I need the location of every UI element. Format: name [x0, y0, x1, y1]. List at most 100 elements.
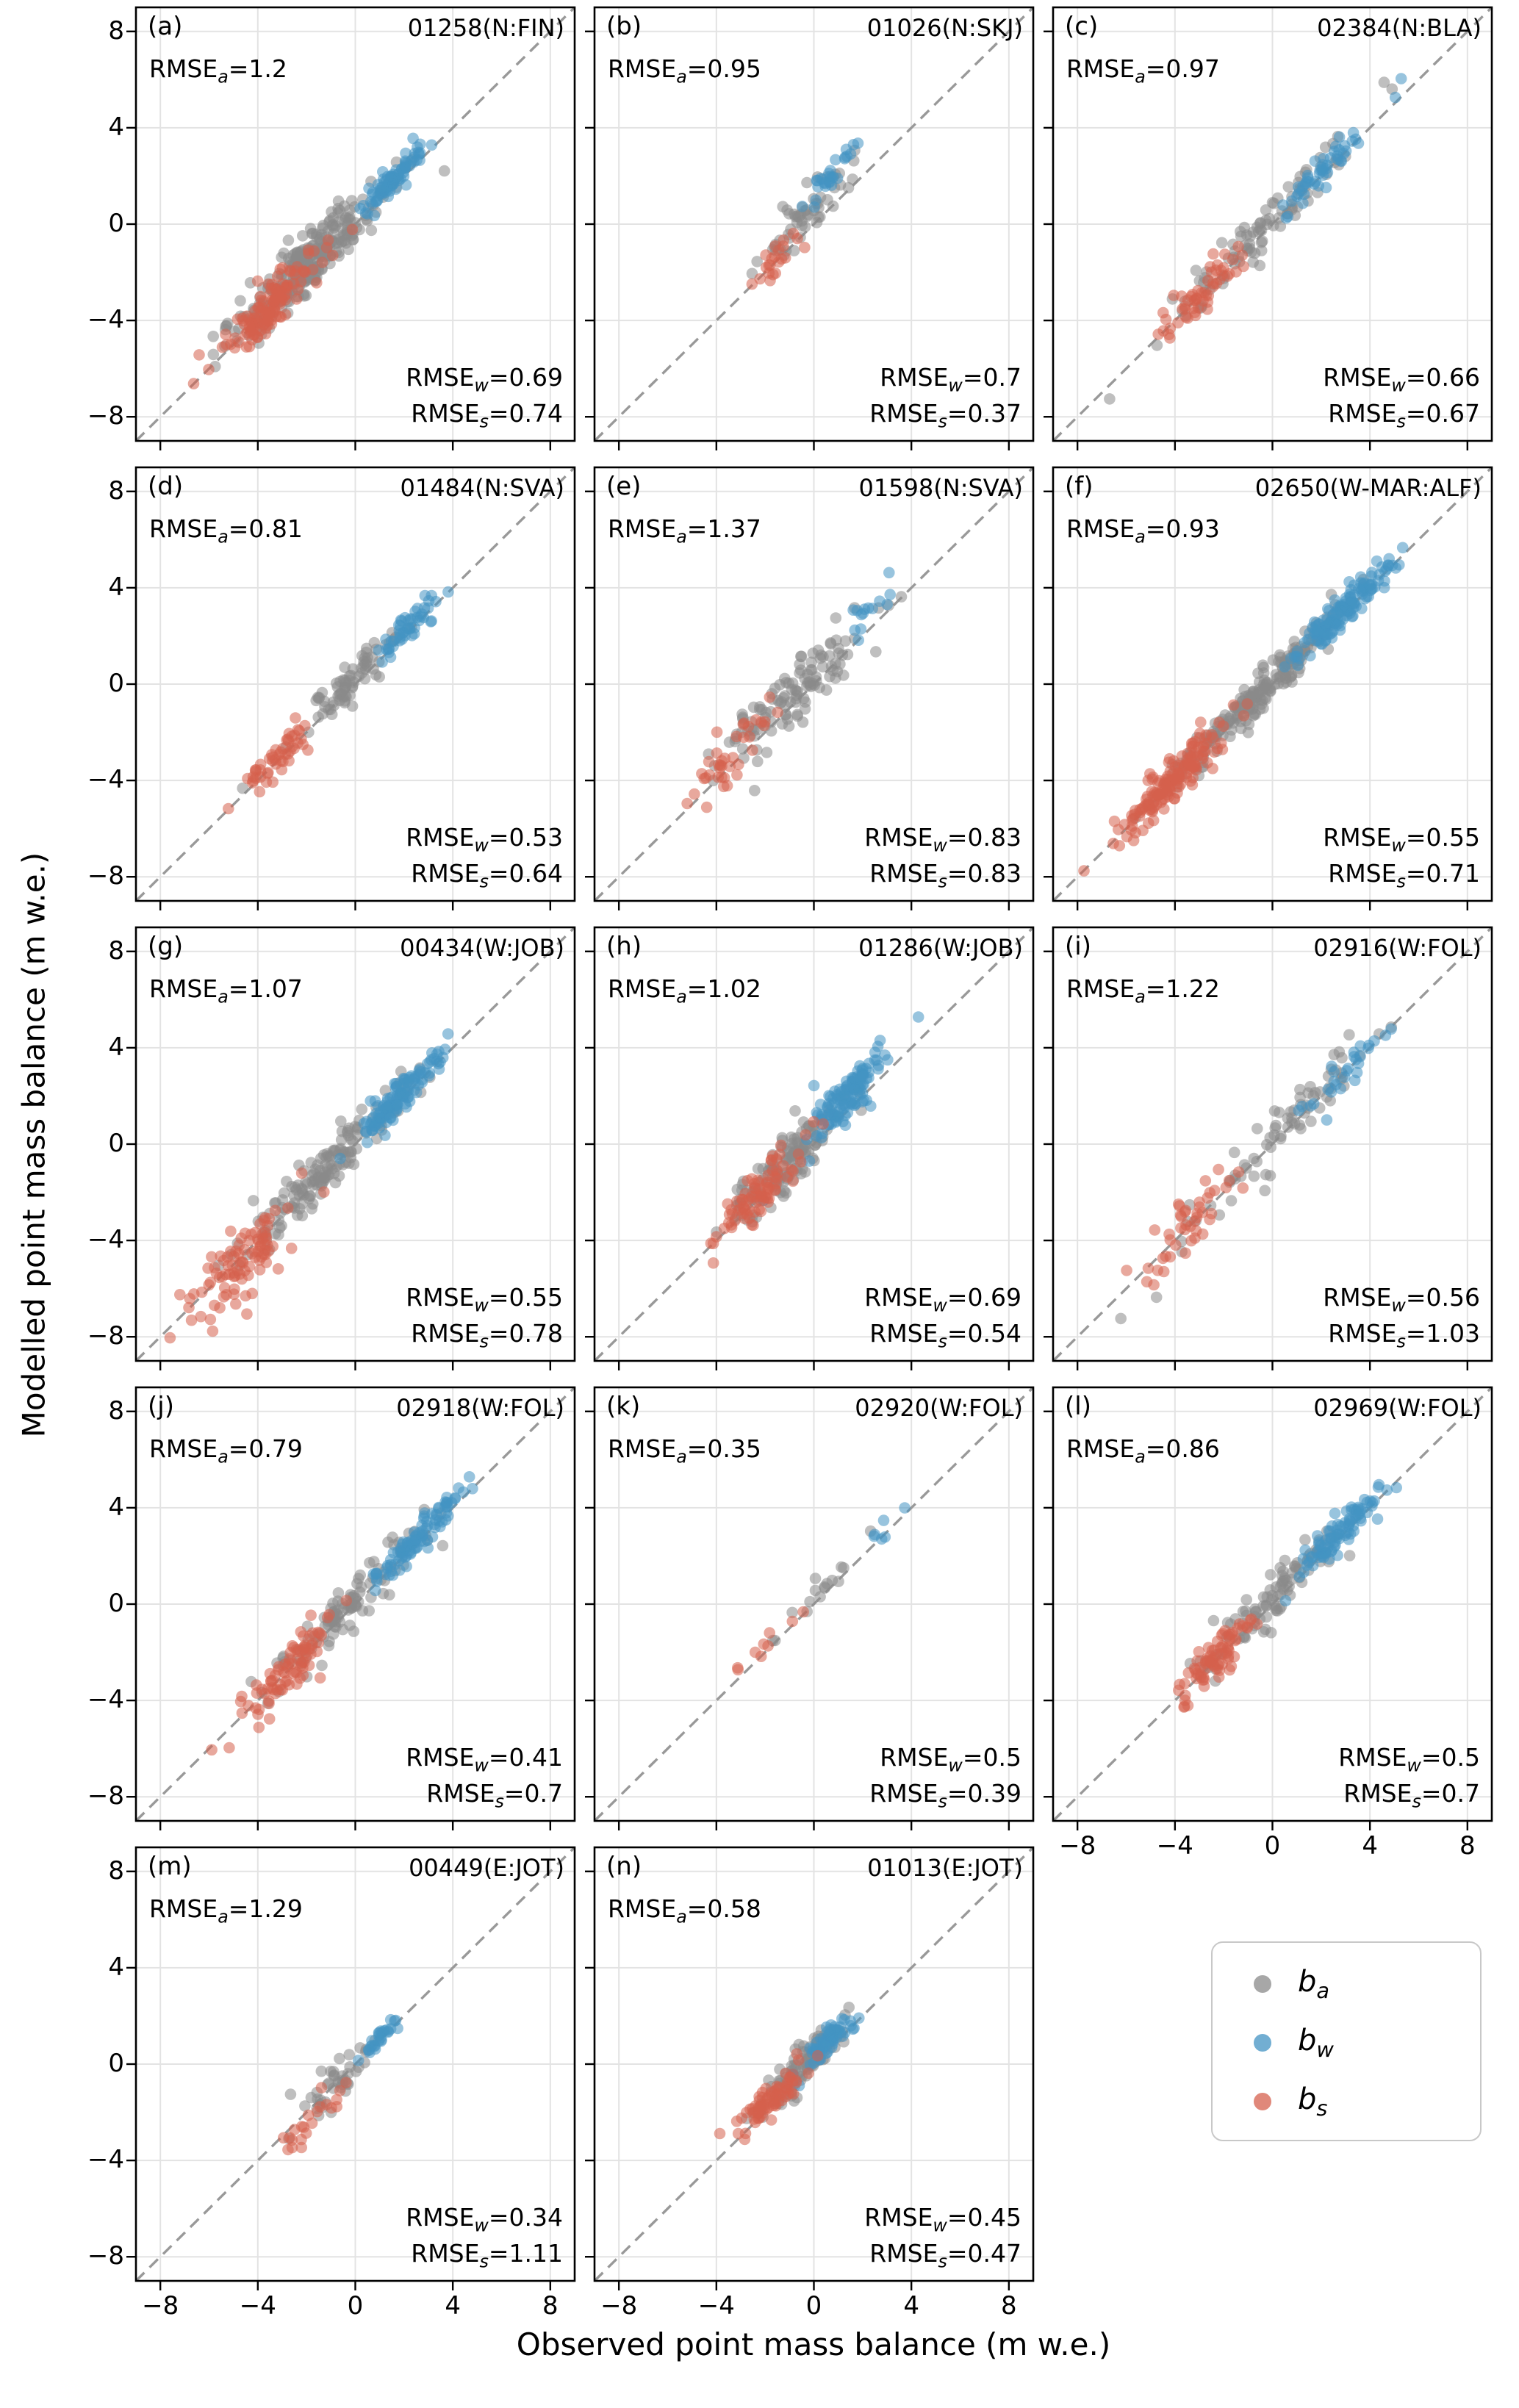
- rmse-winter: RMSEw=0.55: [406, 1283, 563, 1316]
- panel-title: 02969(W:FOL): [1313, 1394, 1482, 1422]
- y-tick-label: 4: [108, 112, 124, 143]
- x-tick-label: −4: [697, 2291, 735, 2321]
- x-axis-label: Observed point mass balance (m w.e.): [516, 2326, 1111, 2362]
- x-tick-label: −8: [600, 2291, 638, 2321]
- x-tick-label: 4: [445, 2291, 461, 2321]
- legend-marker-bs-icon: [1254, 2093, 1271, 2110]
- rmse-annual: RMSEa=1.2: [149, 54, 287, 87]
- rmse-summer: RMSEs=0.7: [1343, 1779, 1480, 1812]
- legend-label: bs: [1298, 2082, 1328, 2121]
- y-tick-label: 0: [108, 1129, 124, 1159]
- y-tick-label: −4: [87, 2145, 124, 2175]
- y-tick-label: −8: [87, 2241, 124, 2271]
- rmse-winter-summer: RMSEw=0.34 RMSEs=1.11: [406, 2202, 563, 2274]
- rmse-summer: RMSEs=0.64: [411, 859, 563, 892]
- y-tick-label: −8: [87, 1781, 124, 1811]
- scatter-panel: (d) 01484(N:SVA) RMSEa=0.81 RMSEw=0.53 R…: [126, 466, 576, 910]
- x-tick-label: 4: [1362, 1831, 1378, 1861]
- rmse-winter-summer: RMSEw=0.69 RMSEs=0.54: [864, 1282, 1021, 1354]
- y-tick-label: 4: [108, 1492, 124, 1523]
- rmse-summer: RMSEs=0.39: [869, 1779, 1021, 1812]
- rmse-annual: RMSEa=0.86: [1066, 1434, 1220, 1467]
- y-tick-label: −8: [87, 861, 124, 891]
- panel-letter: (m): [148, 1852, 192, 1881]
- rmse-annual: RMSEa=0.35: [608, 1434, 761, 1467]
- rmse-winter: RMSEw=0.45: [864, 2203, 1021, 2236]
- panel-title: 02916(W:FOL): [1313, 934, 1482, 962]
- rmse-annual: RMSEa=1.29: [149, 1894, 303, 1927]
- rmse-winter: RMSEw=0.69: [406, 363, 563, 396]
- panel-letter: (l): [1065, 1392, 1091, 1421]
- rmse-summer: RMSEs=0.83: [869, 859, 1021, 892]
- rmse-winter: RMSEw=0.34: [406, 2203, 563, 2236]
- y-tick-label: 0: [108, 2049, 124, 2079]
- panel-title: 01026(N:SKJ): [866, 14, 1023, 42]
- y-tick-label: 8: [108, 1855, 124, 1886]
- scatter-plot: [585, 466, 1035, 910]
- y-tick-label: −4: [87, 1685, 124, 1715]
- scatter-panel: (h) 01286(W:JOB) RMSEa=1.02 RMSEw=0.69 R…: [585, 926, 1035, 1370]
- scatter-plot: [126, 6, 576, 450]
- panel-letter: (g): [148, 932, 184, 961]
- rmse-winter-summer: RMSEw=0.45 RMSEs=0.47: [864, 2202, 1021, 2274]
- scatter-plot: [1044, 6, 1493, 450]
- rmse-winter-summer: RMSEw=0.55 RMSEs=0.78: [406, 1282, 563, 1354]
- y-tick-label: 8: [108, 475, 124, 506]
- rmse-winter: RMSEw=0.56: [1323, 1283, 1480, 1316]
- x-tick-label: −8: [142, 2291, 179, 2321]
- rmse-summer: RMSEs=1.11: [411, 2239, 563, 2272]
- scatter-plot: [585, 1386, 1035, 1830]
- scatter-panel: (n) 01013(E:JOT) RMSEa=0.58 RMSEw=0.45 R…: [585, 1846, 1035, 2290]
- y-tick-label: −4: [87, 765, 124, 795]
- x-tick-label: −8: [1059, 1831, 1096, 1861]
- panel-title: 02384(N:BLA): [1317, 14, 1482, 42]
- rmse-winter-summer: RMSEw=0.5 RMSEs=0.39: [869, 1742, 1021, 1814]
- legend-item-bw: bw: [1213, 2024, 1480, 2062]
- rmse-winter: RMSEw=0.53: [406, 823, 563, 856]
- panel-title: 01013(E:JOT): [867, 1854, 1023, 1882]
- scatter-panel: (b) 01026(N:SKJ) RMSEa=0.95 RMSEw=0.7 RM…: [585, 6, 1035, 450]
- rmse-annual: RMSEa=0.93: [1066, 514, 1220, 547]
- legend-marker-bw-icon: [1254, 2034, 1271, 2052]
- y-tick-label: 0: [108, 669, 124, 699]
- rmse-winter-summer: RMSEw=0.55 RMSEs=0.71: [1323, 822, 1480, 894]
- scatter-plot: [585, 6, 1035, 450]
- y-tick-label: 8: [108, 15, 124, 46]
- panel-title: 02918(W:FOL): [396, 1394, 564, 1422]
- panel-title: 01484(N:SVA): [400, 474, 564, 502]
- panel-letter: (h): [606, 932, 642, 961]
- panel-letter: (b): [606, 12, 642, 41]
- scatter-panel: (k) 02920(W:FOL) RMSEa=0.35 RMSEw=0.5 RM…: [585, 1386, 1035, 1830]
- rmse-winter: RMSEw=0.55: [1323, 823, 1480, 856]
- scatter-panel: (i) 02916(W:FOL) RMSEa=1.22 RMSEw=0.56 R…: [1044, 926, 1493, 1370]
- rmse-summer: RMSEs=1.03: [1328, 1319, 1480, 1352]
- rmse-summer: RMSEs=0.78: [411, 1319, 563, 1352]
- scatter-plot: [1044, 1386, 1493, 1830]
- scatter-plot: [126, 466, 576, 910]
- rmse-winter-summer: RMSEw=0.56 RMSEs=1.03: [1323, 1282, 1480, 1354]
- scatter-panel: (m) 00449(E:JOT) RMSEa=1.29 RMSEw=0.34 R…: [126, 1846, 576, 2290]
- rmse-annual: RMSEa=1.02: [608, 974, 761, 1007]
- rmse-annual: RMSEa=0.97: [1066, 54, 1220, 87]
- scatter-plot: [126, 1846, 576, 2290]
- scatter-plot: [1044, 466, 1493, 910]
- rmse-summer: RMSEs=0.74: [411, 399, 563, 432]
- panel-letter: (n): [606, 1852, 642, 1881]
- legend-item-ba: ba: [1213, 1965, 1480, 2003]
- rmse-winter-summer: RMSEw=0.5 RMSEs=0.7: [1338, 1742, 1480, 1814]
- rmse-summer: RMSEs=0.54: [869, 1319, 1021, 1352]
- legend-label: bw: [1298, 2024, 1334, 2062]
- rmse-winter: RMSEw=0.5: [880, 1743, 1021, 1776]
- panel-letter: (j): [148, 1392, 174, 1421]
- y-tick-label: −4: [87, 305, 124, 335]
- legend-marker-ba-icon: [1254, 1975, 1271, 1993]
- x-tick-label: 4: [903, 2291, 919, 2321]
- panel-letter: (f): [1065, 472, 1094, 501]
- rmse-winter-summer: RMSEw=0.69 RMSEs=0.74: [406, 362, 563, 434]
- y-tick-label: 0: [108, 1589, 124, 1619]
- rmse-winter-summer: RMSEw=0.66 RMSEs=0.67: [1323, 362, 1480, 434]
- panel-letter: (k): [606, 1392, 641, 1421]
- legend-item-bs: bs: [1213, 2082, 1480, 2121]
- x-tick-label: 0: [347, 2291, 364, 2321]
- y-tick-label: 4: [108, 1952, 124, 1983]
